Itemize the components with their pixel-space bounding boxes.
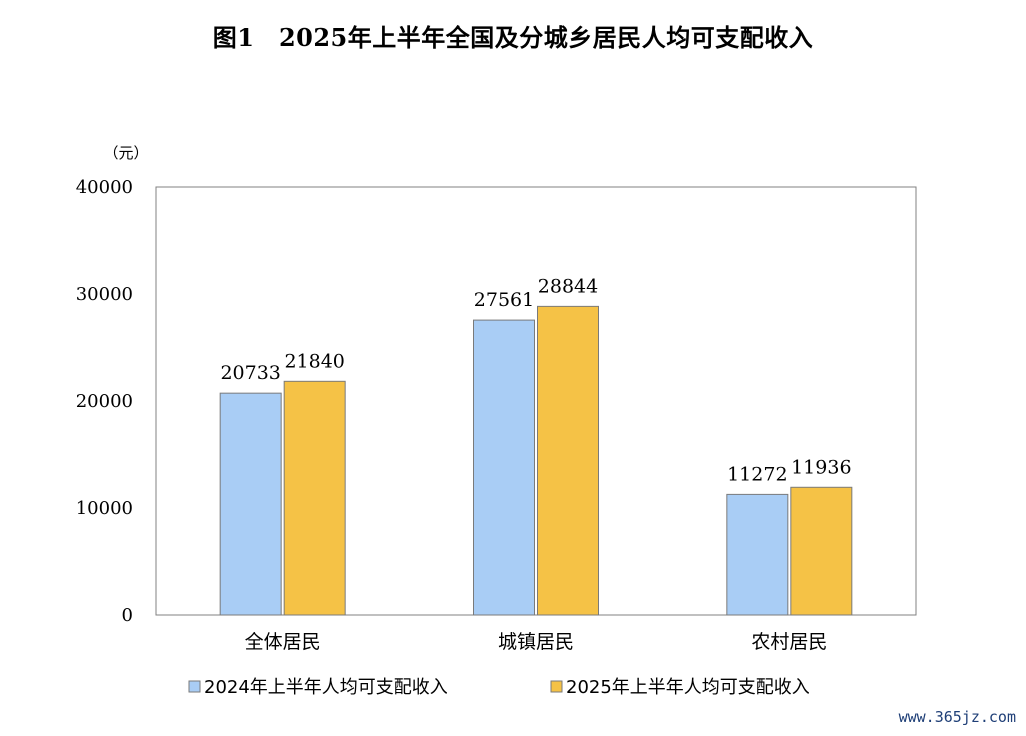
bars-group xyxy=(219,305,853,616)
bar-value-label: 27561 xyxy=(474,289,534,311)
x-category-label: 农村居民 xyxy=(751,631,827,653)
legend-swatch xyxy=(188,680,201,693)
y-tick-label: 30000 xyxy=(76,284,133,305)
x-category-label: 城镇居民 xyxy=(498,631,574,653)
y-tick-label: 0 xyxy=(122,605,133,626)
legend-label: 2024年上半年人均可支配收入 xyxy=(204,677,448,698)
bar-value-label: 21840 xyxy=(284,350,344,372)
bar-value-label: 20733 xyxy=(220,362,280,384)
y-tick-label: 40000 xyxy=(76,177,133,198)
watermark-text: www.365jz.com xyxy=(898,708,1016,726)
bar-value-label: 28844 xyxy=(538,275,598,297)
bar-series-2 xyxy=(537,305,599,616)
bar-series-2 xyxy=(283,380,346,616)
bar-series-2 xyxy=(790,486,853,616)
legend-label: 2025年上半年人均可支配收入 xyxy=(566,677,810,698)
bar-series-1 xyxy=(726,493,789,616)
bar-series-1 xyxy=(219,392,282,616)
bar-series-1 xyxy=(473,319,535,616)
x-axis-labels: 全体居民 城镇居民 农村居民 xyxy=(245,631,828,653)
plot-frame xyxy=(155,186,917,616)
x-category-label: 全体居民 xyxy=(245,631,321,653)
y-tick-label: 10000 xyxy=(76,498,133,519)
y-tick-label: 20000 xyxy=(76,391,133,412)
legend: 2024年上半年人均可支配收入 2025年上半年人均可支配收入 xyxy=(188,677,810,698)
bar-value-label: 11272 xyxy=(727,463,787,485)
bar-value-label: 11936 xyxy=(791,456,851,478)
legend-swatch xyxy=(550,680,563,693)
chart-title: 图1 2025年上半年全国及分城乡居民人均可支配收入 xyxy=(212,23,814,52)
y-unit-label: （元） xyxy=(103,144,148,162)
y-axis-ticks: 0 10000 20000 30000 40000 xyxy=(76,177,133,626)
